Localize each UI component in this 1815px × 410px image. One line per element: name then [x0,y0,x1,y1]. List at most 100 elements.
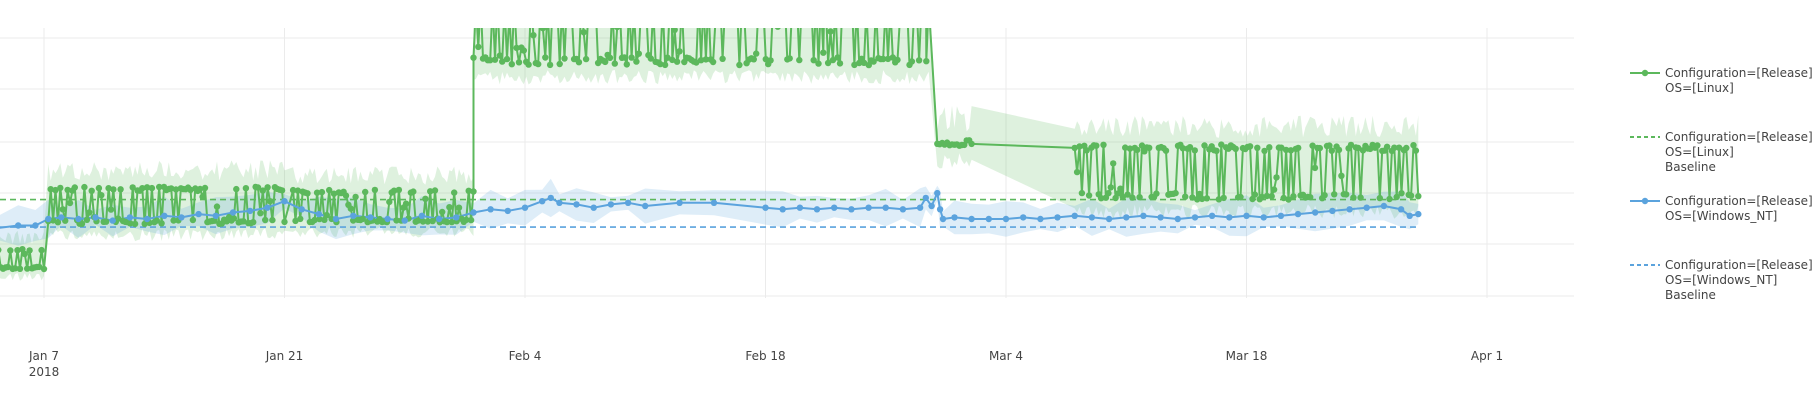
linux-point-379 [846,1,852,7]
linux-point-88 [148,184,156,192]
linux-point-295 [650,4,656,10]
linux-point-563 [1391,144,1398,151]
linux-point-105 [189,216,197,224]
linux-point-359 [801,2,807,8]
linux-point-340 [755,1,761,7]
linux-point-122 [230,215,238,222]
linux-point-98 [172,186,180,193]
linux-point-236 [508,60,515,68]
windows-point-48 [813,206,821,213]
linux-point-230 [494,0,500,4]
windows-point-11 [126,214,134,221]
linux-point-529 [1309,142,1316,149]
linux-point-71 [107,206,115,213]
linux-point-511 [1266,144,1273,151]
linux-point-464 [1153,190,1160,197]
linux-point-557 [1376,194,1384,202]
marker-layer [0,0,1422,273]
linux-point-228 [489,0,495,6]
linux-point-389 [870,58,877,65]
linux-point-178 [371,186,379,194]
linux-point-373 [832,3,838,9]
linux-point-47 [49,217,57,224]
linux-point-484 [1201,142,1208,149]
linux-point-290 [638,2,644,8]
linux-point-46 [47,186,54,193]
linux-point-516 [1278,144,1285,151]
linux-point-271 [593,3,599,9]
legend-item-linux-baseline[interactable]: Configuration=[Release]OS=[Linux]Baselin… [1630,130,1813,174]
linux-point-432 [1076,143,1083,150]
linux-point-307 [676,48,683,55]
windows-point-82 [1329,207,1336,215]
linux-point-360 [803,1,809,7]
linux-point-407 [914,4,920,10]
linux-point-238 [513,44,520,52]
linux-point-397 [889,54,896,61]
linux-point-220 [470,54,477,61]
linux-point-170 [352,193,359,201]
linux-point-343 [762,56,769,63]
linux-point-305 [671,28,678,33]
linux-point-217 [465,187,472,194]
legend-item-linux[interactable]: Configuration=[Release]OS=[Linux] [1630,66,1813,95]
linux-point-406 [911,2,917,8]
linux-point-482 [1196,190,1203,198]
linux-point-244 [528,1,534,7]
linux-point-50 [57,184,64,192]
linux-point-357 [796,56,803,64]
legend-swatch-marker [1641,197,1649,205]
linux-point-36 [21,250,28,258]
windows-point-64 [1020,214,1027,221]
windows-point-22 [315,210,323,218]
windows-point-30 [453,214,460,221]
windows-point-25 [367,214,374,221]
linux-point-356 [794,0,800,5]
linux-point-572 [1412,147,1420,154]
linux-point-37 [24,265,31,272]
windows-point-8 [75,215,82,223]
linux-point-268 [585,3,591,9]
linux-point-491 [1218,141,1225,148]
linux-point-565 [1395,144,1403,151]
windows-point-69 [1105,215,1113,223]
linux-point-222 [475,43,482,51]
linux-point-519 [1285,196,1292,203]
linux-point-241 [520,47,527,54]
linux-point-86 [143,184,151,191]
windows-point-39 [590,204,597,211]
linux-point-566 [1398,190,1405,197]
linux-point-342 [760,7,766,13]
linux-point-492 [1220,194,1227,202]
linux-point-301 [664,54,671,61]
linux-point-490 [1215,196,1223,203]
windows-point-55 [922,194,929,202]
windows-point-68 [1088,214,1096,221]
windows-point-36 [547,194,554,202]
linux-point-517 [1280,194,1287,202]
linux-point-523 [1295,144,1302,152]
linux-point-126 [240,218,247,225]
linux-point-213 [455,204,463,211]
legend-item-windows-baseline[interactable]: Configuration=[Release]OS=[Windows_NT]Ba… [1630,258,1813,302]
linux-point-134 [259,187,266,194]
windows-point-76 [1226,214,1233,221]
linux-point-72 [110,186,117,193]
linux-point-186 [390,187,398,194]
linux-point-145 [292,217,299,225]
linux-point-435 [1083,147,1090,154]
linux-point-328 [727,4,733,10]
linux-point-231 [496,52,503,59]
linux-point-32 [11,265,19,272]
linux-point-541 [1338,172,1345,179]
linux-point-221 [473,3,479,9]
linux-point-259 [564,0,570,5]
linux-point-475 [1179,145,1187,152]
windows-point-31 [470,209,477,216]
linux-point-508 [1258,193,1266,201]
linux-point-499 [1237,193,1244,201]
linux-point-371 [827,28,834,35]
legend-item-windows[interactable]: Configuration=[Release]OS=[Windows_NT] [1630,194,1813,223]
linux-point-245 [530,32,537,39]
linux-point-302 [667,1,673,7]
